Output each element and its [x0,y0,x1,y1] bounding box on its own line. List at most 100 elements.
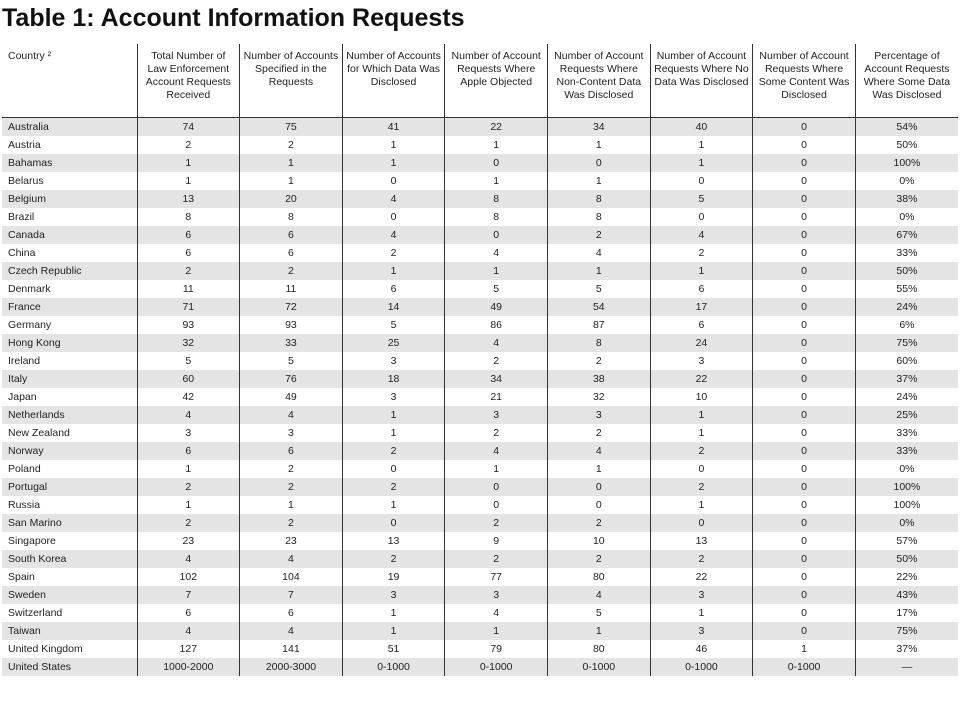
table-row: China 6 6 2 4 4 2 0 33% [2,244,958,262]
value-cell: 2 [547,550,651,568]
value-cell: 2 [444,514,548,532]
value-cell: 0% [854,514,958,532]
value-cell: 4 [341,190,445,208]
value-cell: 1 [547,460,651,478]
value-cell: 0 [444,226,548,244]
country-cell: Spain [8,571,35,583]
value-cell: 7 [136,586,240,604]
value-cell: 57% [854,532,958,550]
value-cell: 4 [239,622,343,640]
value-cell: 5 [136,352,240,370]
value-cell: 6 [136,604,240,622]
value-cell: 4 [444,334,548,352]
country-cell: Poland [8,463,41,475]
value-cell: 93 [239,316,343,334]
value-cell: 1 [341,136,445,154]
value-cell: 1 [444,172,548,190]
value-cell: 33% [854,244,958,262]
value-cell: 13 [136,190,240,208]
value-cell: 0 [547,496,651,514]
table-row: United States 1000-2000 2000-3000 0-1000 0-1… [2,658,958,676]
value-cell: 19 [341,568,445,586]
value-cell: 1 [649,496,753,514]
value-cell: 54% [854,117,958,136]
value-cell: 0 [752,424,856,442]
value-cell: 50% [854,136,958,154]
country-cell: Hong Kong [2,334,137,352]
value-cell: 2 [547,226,651,244]
value-cell: 0-1000 [341,658,445,676]
value-cell: 0 [444,478,548,496]
value-cell: 67% [854,226,958,244]
value-cell: 4 [239,406,343,424]
value-cell: 1 [444,262,548,280]
table-row: United Kingdom 127 141 51 79 80 46 1 37% [2,640,958,658]
value-cell: 5 [547,280,651,298]
value-cell: 38% [854,190,958,208]
value-cell: 0 [752,244,856,262]
country-cell: Netherlands [2,406,137,424]
value-cell: 6 [239,604,343,622]
value-cell: 0 [752,442,856,460]
value-cell: 6 [239,226,343,244]
value-cell: 1 [341,496,445,514]
value-cell: 33% [854,424,958,442]
value-cell: 0-1000 [649,658,753,676]
value-cell: 50% [854,550,958,568]
value-cell: 37% [854,640,958,658]
header-row: Country ² Total Number of Law Enforcement… [2,44,958,118]
value-cell: 5 [649,190,753,208]
value-cell: 6 [341,280,445,298]
value-cell: 76 [239,370,343,388]
value-cell: 93 [136,316,240,334]
value-cell: 8 [547,334,651,352]
value-cell: 4 [547,244,651,262]
country-cell: Switzerland [8,607,63,619]
table-row: Singapore 23 23 13 9 10 13 0 57% [2,532,958,550]
value-cell: 1 [341,622,445,640]
value-cell: 55% [854,280,958,298]
value-cell: 75% [854,334,958,352]
value-cell: 6 [136,244,240,262]
table-row: Sweden 7 7 3 3 4 3 0 43% [2,586,958,604]
value-cell: 1 [649,262,753,280]
value-cell: 0 [341,460,445,478]
value-cell: 2 [649,442,753,460]
value-cell: 8 [136,208,240,226]
value-cell: 17 [649,298,753,316]
value-cell: 5 [547,604,651,622]
country-cell: New Zealand [8,427,70,439]
value-cell: 79 [444,640,548,658]
value-cell: 4 [341,226,445,244]
value-cell: 23 [239,532,343,550]
value-cell: 21 [444,388,548,406]
value-cell: 32 [547,388,651,406]
value-cell: 4 [239,550,343,568]
value-cell: 4 [136,406,240,424]
value-cell: 33% [854,442,958,460]
value-cell: 127 [136,640,240,658]
value-cell: 49 [239,388,343,406]
value-cell: 7 [239,586,343,604]
column-header: Total Number of Law Enforcement Account … [136,44,240,118]
country-cell: Australia [2,117,137,136]
value-cell: 86 [444,316,548,334]
value-cell: 3 [649,352,753,370]
table-row: Hong Kong 32 33 25 4 8 24 0 75% [2,334,958,352]
value-cell: 2 [444,424,548,442]
value-cell: 6 [136,226,240,244]
country-cell: Austria [8,139,41,151]
value-cell: 2 [239,460,343,478]
country-cell: Denmark [8,283,51,295]
value-cell: 13 [649,532,753,550]
data-table: Country ² Total Number of Law Enforcement… [2,44,958,676]
value-cell: 1 [239,154,343,172]
value-cell: 1 [649,154,753,172]
table-row: Czech Republic 2 2 1 1 1 1 0 50% [2,262,958,280]
table-row: Spain 102 104 19 77 80 22 0 22% [2,568,958,586]
table-row: Norway 6 6 2 4 4 2 0 33% [2,442,958,460]
value-cell: 5 [341,316,445,334]
table-body: Australia 74 75 41 22 34 40 0 54% Austria 2 2 1 1 1 1 0 5… [2,117,958,676]
value-cell: 0 [752,622,856,640]
value-cell: 0 [547,478,651,496]
